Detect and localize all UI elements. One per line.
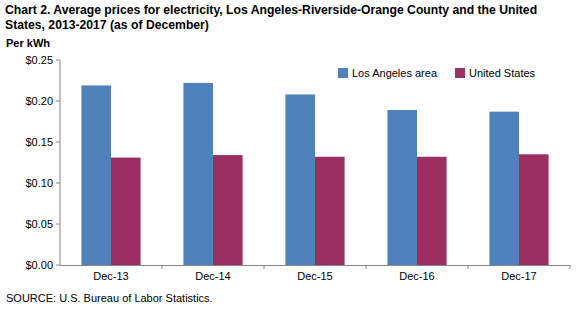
bar bbox=[315, 157, 345, 265]
bar bbox=[213, 155, 243, 265]
x-tick bbox=[162, 265, 163, 269]
x-tick bbox=[468, 265, 469, 269]
x-tick bbox=[570, 265, 571, 269]
x-tick-label: Dec-13 bbox=[93, 270, 128, 282]
y-tick bbox=[56, 60, 60, 61]
y-tick-label: $0.20 bbox=[25, 95, 53, 107]
y-tick-label: $0.05 bbox=[25, 218, 53, 230]
bar bbox=[183, 83, 213, 265]
bars bbox=[81, 83, 548, 265]
bar bbox=[387, 110, 417, 265]
legend-label: Los Angeles area bbox=[352, 67, 438, 79]
chart: Per kWh $0.00 $0.05 $0.10 $0.15 $0.20 $0.25 Dec… bbox=[0, 0, 579, 310]
bar bbox=[111, 158, 141, 265]
x-tick-label: Dec-14 bbox=[195, 270, 230, 282]
bar bbox=[489, 112, 519, 265]
legend-label: United States bbox=[469, 67, 536, 79]
x-axis bbox=[60, 265, 570, 266]
y-axis-label: Per kWh bbox=[6, 37, 50, 49]
y-tick bbox=[56, 142, 60, 143]
y-tick-label: $0.25 bbox=[25, 54, 53, 66]
x-tick bbox=[264, 265, 265, 269]
y-tick bbox=[56, 183, 60, 184]
source-note: SOURCE: U.S. Bureau of Labor Statistics. bbox=[6, 292, 213, 304]
y-tick bbox=[56, 265, 60, 266]
bar bbox=[81, 85, 111, 265]
x-tick bbox=[366, 265, 367, 269]
x-tick-label: Dec-17 bbox=[501, 270, 536, 282]
y-tick-label: $0.15 bbox=[25, 136, 53, 148]
y-tick-label: $0.10 bbox=[25, 177, 53, 189]
y-axis bbox=[60, 60, 61, 265]
x-tick-label: Dec-15 bbox=[297, 270, 332, 282]
bar bbox=[519, 154, 549, 265]
legend-swatch bbox=[455, 68, 465, 78]
bar bbox=[285, 94, 315, 265]
y-tick bbox=[56, 224, 60, 225]
chart-title: Chart 2. Average prices for electricity,… bbox=[5, 3, 565, 33]
y-tick-label: $0.00 bbox=[25, 259, 53, 271]
y-tick bbox=[56, 101, 60, 102]
legend-swatch bbox=[338, 68, 348, 78]
x-tick-label: Dec-16 bbox=[399, 270, 434, 282]
bar bbox=[417, 157, 447, 265]
